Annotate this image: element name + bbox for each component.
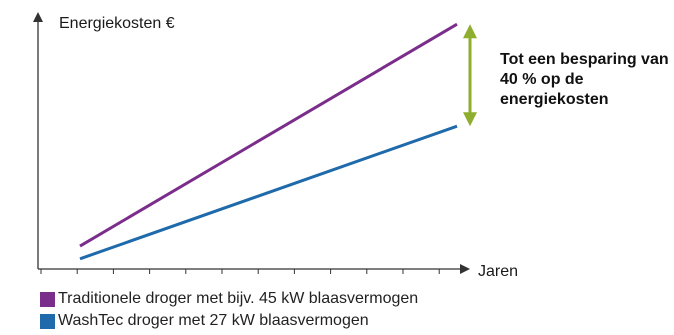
savings-annotation: Tot een besparing van 40 % op de energie… [500, 51, 669, 108]
series-lines [79, 22, 458, 261]
legend-label-washtec: WashTec droger met 27 kW blaasvermogen [58, 312, 369, 329]
x-axis-arrowhead [460, 264, 470, 274]
series-line-1 [79, 124, 458, 261]
legend: Traditionele droger met bijv. 45 kW blaa… [40, 288, 418, 332]
series-line-0 [79, 22, 458, 248]
savings-arrow-head-top [463, 24, 477, 39]
y-axis-arrowhead [33, 12, 43, 22]
legend-swatch-traditional [40, 291, 55, 307]
legend-item-traditional: Traditionele droger met bijv. 45 kW blaa… [40, 288, 418, 310]
legend-swatch-washtec [40, 313, 55, 329]
y-axis-label: Energiekosten € [59, 15, 175, 32]
legend-label-traditional: Traditionele droger met bijv. 45 kW blaa… [58, 290, 419, 307]
x-axis-label: Jaren [478, 263, 518, 280]
savings-arrow-head-bottom [463, 112, 477, 127]
axes [33, 12, 470, 274]
savings-arrow [463, 24, 477, 127]
legend-item-washtec: WashTec droger met 27 kW blaasvermogen [40, 310, 418, 332]
x-axis-ticks [40, 269, 440, 274]
